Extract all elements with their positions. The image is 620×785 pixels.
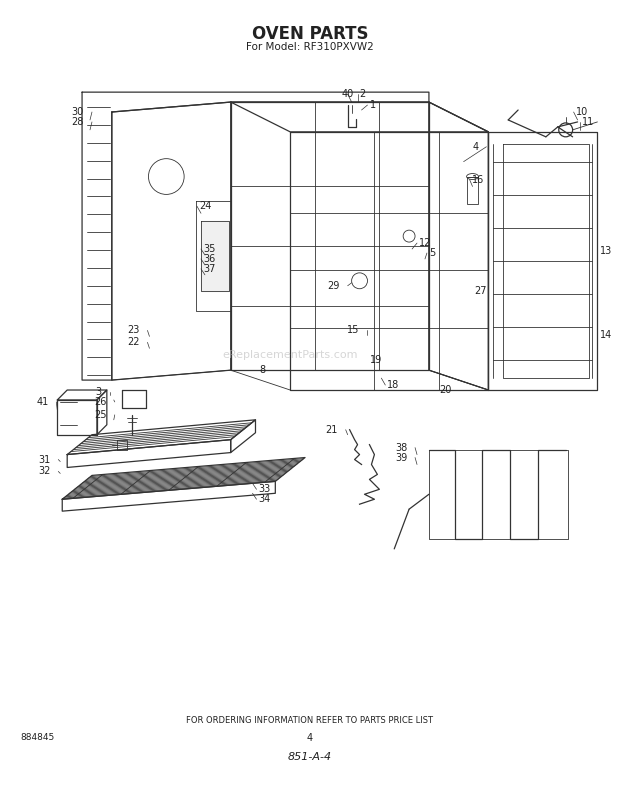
Text: 1: 1 bbox=[370, 100, 376, 110]
Text: 15: 15 bbox=[347, 326, 360, 335]
Text: 37: 37 bbox=[203, 264, 215, 274]
Text: 35: 35 bbox=[203, 244, 215, 254]
Text: 30: 30 bbox=[72, 107, 84, 117]
Text: 20: 20 bbox=[439, 385, 451, 395]
Text: 23: 23 bbox=[127, 326, 140, 335]
Text: 31: 31 bbox=[38, 455, 50, 465]
Text: 40: 40 bbox=[342, 89, 354, 99]
Text: 22: 22 bbox=[127, 338, 140, 347]
Text: 16: 16 bbox=[472, 174, 484, 184]
Text: 19: 19 bbox=[370, 356, 382, 365]
Text: 5: 5 bbox=[429, 248, 435, 258]
Text: 21: 21 bbox=[326, 425, 338, 435]
Text: 14: 14 bbox=[600, 330, 613, 341]
Text: 13: 13 bbox=[600, 246, 613, 256]
Text: 28: 28 bbox=[72, 117, 84, 127]
Text: 4: 4 bbox=[307, 732, 313, 743]
Bar bbox=[467, 177, 479, 204]
Text: eReplacementParts.com: eReplacementParts.com bbox=[223, 350, 358, 360]
Text: 25: 25 bbox=[94, 410, 107, 420]
Text: 41: 41 bbox=[36, 397, 48, 407]
Text: 10: 10 bbox=[575, 107, 588, 117]
Text: 2: 2 bbox=[360, 89, 366, 99]
Text: 38: 38 bbox=[395, 443, 407, 453]
Text: 32: 32 bbox=[38, 466, 50, 476]
Text: 36: 36 bbox=[203, 254, 215, 264]
Text: 8: 8 bbox=[259, 365, 265, 375]
Text: 24: 24 bbox=[199, 201, 211, 211]
Text: 34: 34 bbox=[259, 495, 271, 504]
Text: 851-A-4: 851-A-4 bbox=[288, 753, 332, 762]
Text: 33: 33 bbox=[259, 484, 271, 495]
Text: 884845: 884845 bbox=[20, 732, 55, 742]
Text: 4: 4 bbox=[472, 142, 479, 152]
Text: 29: 29 bbox=[327, 281, 340, 290]
Text: 39: 39 bbox=[395, 452, 407, 462]
Polygon shape bbox=[201, 221, 229, 290]
Text: OVEN PARTS: OVEN PARTS bbox=[252, 24, 368, 42]
Text: FOR ORDERING INFORMATION REFER TO PARTS PRICE LIST: FOR ORDERING INFORMATION REFER TO PARTS … bbox=[187, 716, 433, 725]
Text: 26: 26 bbox=[94, 397, 107, 407]
Text: 27: 27 bbox=[474, 286, 487, 296]
Text: 3: 3 bbox=[95, 387, 102, 397]
Text: 18: 18 bbox=[388, 380, 399, 390]
Text: 12: 12 bbox=[419, 238, 432, 248]
Text: 11: 11 bbox=[582, 117, 594, 127]
Text: For Model: RF310PXVW2: For Model: RF310PXVW2 bbox=[246, 42, 374, 53]
